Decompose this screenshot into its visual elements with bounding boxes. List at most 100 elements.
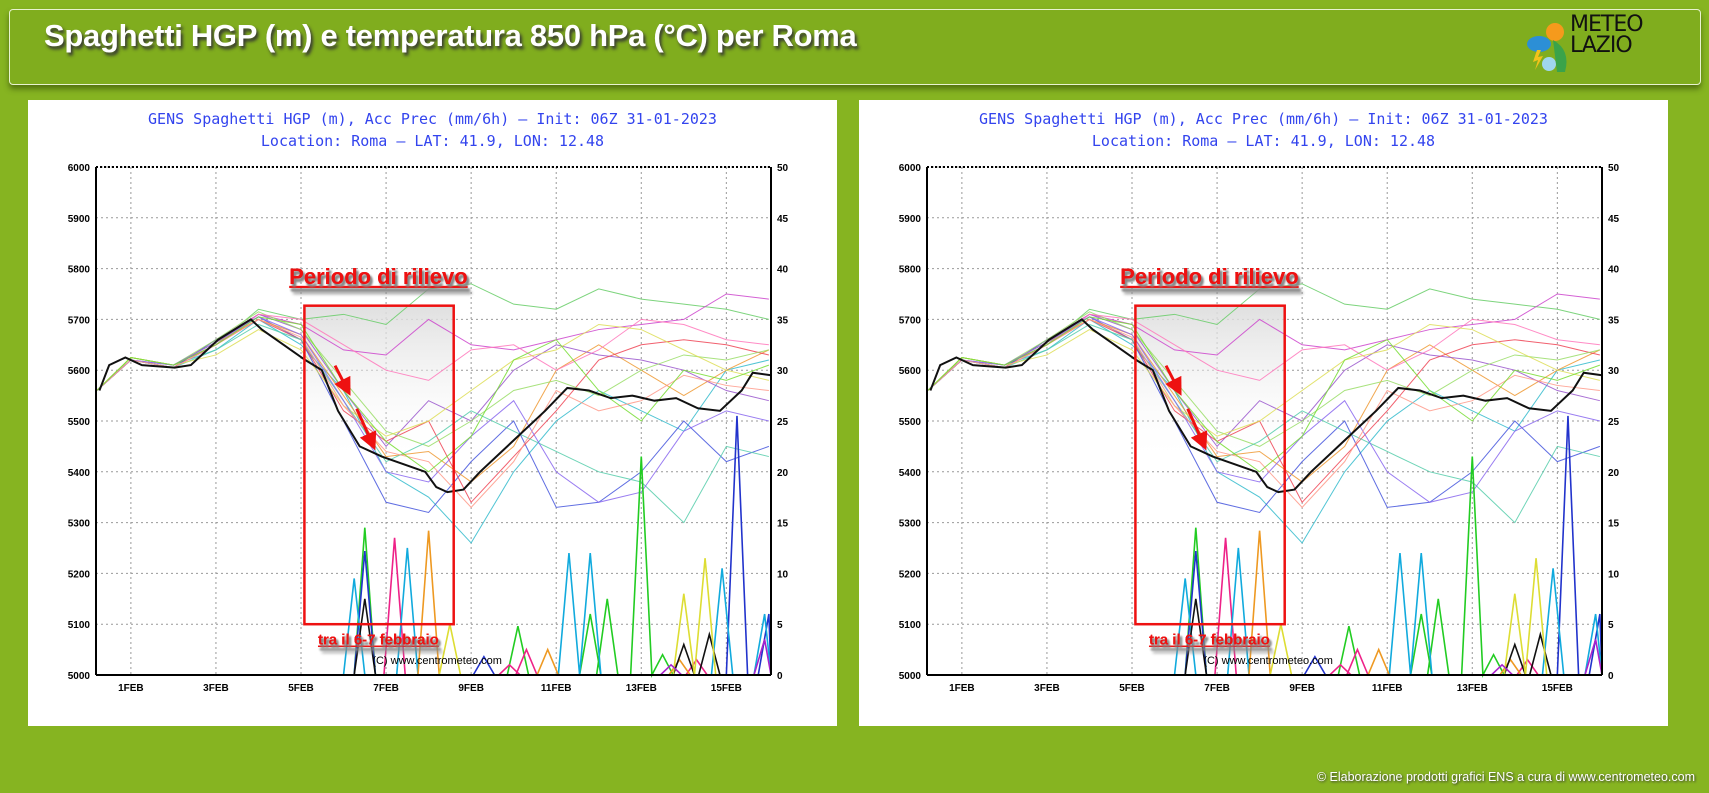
highlight-shading xyxy=(304,305,454,625)
chart-subtitle: Location: Roma – LAT: 41.9, LON: 12.48 xyxy=(261,132,604,150)
y2-tick-label: 25 xyxy=(777,417,789,428)
y2-tick-label: 40 xyxy=(777,265,789,276)
x-tick-label: 11FEB xyxy=(541,683,572,694)
trend-arrow xyxy=(1164,364,1182,396)
y-tick-label: 6000 xyxy=(899,163,922,174)
y2-tick-label: 50 xyxy=(777,163,789,174)
header-bar xyxy=(9,9,1701,85)
y-tick-label: 5200 xyxy=(899,569,922,580)
y2-tick-label: 20 xyxy=(777,468,789,479)
y2-tick-label: 35 xyxy=(1608,315,1620,326)
y2-tick-label: 40 xyxy=(1608,265,1620,276)
x-tick-label: 5FEB xyxy=(1119,683,1145,694)
y2-tick-label: 10 xyxy=(777,569,789,580)
footer-credit: © Elaborazione prodotti grafici ENS a cu… xyxy=(1316,770,1695,784)
y2-tick-label: 10 xyxy=(1608,569,1620,580)
highlight-label: Periodo di rilievo xyxy=(289,264,467,289)
highlight-box xyxy=(1134,304,1286,626)
precip-series-line xyxy=(96,530,771,676)
period-label: tra il 6-7 febbraio xyxy=(1149,632,1270,649)
y-tick-label: 5800 xyxy=(899,265,922,276)
ensemble-member-line xyxy=(96,316,770,513)
control-run-line xyxy=(98,318,772,494)
precip-series-line xyxy=(927,558,1602,676)
y-tick-label: 6000 xyxy=(68,163,91,174)
y-tick-label: 5900 xyxy=(68,214,91,225)
y-tick-label: 5500 xyxy=(68,417,91,428)
chart-panel-left: GENS Spaghetti HGP (m), Acc Prec (mm/6h)… xyxy=(28,100,837,726)
chart-panel-right: GENS Spaghetti HGP (m), Acc Prec (mm/6h)… xyxy=(859,100,1668,726)
control-run-line xyxy=(929,318,1603,494)
ensemble-member-line xyxy=(96,323,769,437)
chart-title: GENS Spaghetti HGP (m), Acc Prec (mm/6h)… xyxy=(148,110,717,128)
chart-subtitle: Location: Roma – LAT: 41.9, LON: 12.48 xyxy=(1092,132,1435,150)
y-tick-label: 5100 xyxy=(68,620,91,631)
y-tick-label: 5700 xyxy=(68,315,91,326)
x-tick-label: 1FEB xyxy=(949,683,975,694)
y-tick-label: 5400 xyxy=(68,468,91,479)
x-tick-label: 11FEB xyxy=(1372,683,1403,694)
trend-arrow xyxy=(333,364,351,396)
y-tick-label: 5300 xyxy=(899,519,922,530)
ensemble-member-line xyxy=(96,318,769,509)
x-tick-label: 5FEB xyxy=(288,683,314,694)
x-tick-label: 7FEB xyxy=(373,683,399,694)
logo-line2: LAZIO xyxy=(1570,33,1633,58)
x-tick-label: 1FEB xyxy=(118,683,144,694)
y-tick-label: 5000 xyxy=(68,671,91,682)
ensemble-member-line xyxy=(927,316,1601,473)
x-tick-label: 9FEB xyxy=(1289,683,1315,694)
y-tick-label: 5300 xyxy=(68,519,91,530)
x-tick-label: 9FEB xyxy=(458,683,484,694)
highlight-box xyxy=(303,304,455,626)
meteo-lazio-logo: METEO LAZIO xyxy=(1525,10,1665,80)
y2-tick-label: 45 xyxy=(777,214,789,225)
highlight-label: Periodo di rilievo xyxy=(1120,264,1298,289)
y-tick-label: 5600 xyxy=(68,366,91,377)
y2-tick-label: 15 xyxy=(1608,519,1620,530)
y2-tick-label: 5 xyxy=(1608,620,1614,631)
y2-tick-label: 0 xyxy=(777,671,783,682)
spaghetti-chart: GENS Spaghetti HGP (m), Acc Prec (mm/6h)… xyxy=(899,110,1620,694)
y-tick-label: 5200 xyxy=(68,569,91,580)
y-tick-label: 5500 xyxy=(899,417,922,428)
ensemble-member-line xyxy=(927,316,1600,503)
x-tick-label: 7FEB xyxy=(1204,683,1230,694)
highlight-shading xyxy=(1135,305,1285,625)
logo-line1: METEO xyxy=(1570,12,1644,37)
y2-tick-label: 0 xyxy=(1608,671,1614,682)
ensemble-member-line xyxy=(96,316,769,503)
y2-tick-label: 30 xyxy=(777,366,789,377)
ensemble-member-line xyxy=(927,311,1600,447)
ensemble-member-line xyxy=(927,323,1600,437)
period-label: tra il 6-7 febbraio xyxy=(318,632,439,649)
y-tick-label: 5900 xyxy=(899,214,922,225)
y-tick-label: 5600 xyxy=(899,366,922,377)
y2-tick-label: 15 xyxy=(777,519,789,530)
y-tick-label: 5700 xyxy=(899,315,922,326)
ensemble-member-line xyxy=(927,318,1600,509)
x-tick-label: 13FEB xyxy=(626,683,657,694)
watermark: (C) www.centrometeo.com xyxy=(372,655,502,667)
y2-tick-label: 50 xyxy=(1608,163,1620,174)
watermark: (C) www.centrometeo.com xyxy=(1203,655,1333,667)
weather-logo-icon xyxy=(1527,23,1567,72)
trend-arrow xyxy=(355,408,377,451)
precip-series-line xyxy=(96,558,771,676)
y-tick-label: 5400 xyxy=(899,468,922,479)
ensemble-member-line xyxy=(96,316,770,473)
y-tick-label: 5100 xyxy=(899,620,922,631)
x-tick-label: 3FEB xyxy=(203,683,229,694)
spaghetti-chart: GENS Spaghetti HGP (m), Acc Prec (mm/6h)… xyxy=(68,110,789,694)
precip-series-line xyxy=(927,530,1602,676)
y2-tick-label: 20 xyxy=(1608,468,1620,479)
y2-tick-label: 35 xyxy=(777,315,789,326)
y2-tick-label: 30 xyxy=(1608,366,1620,377)
y2-tick-label: 25 xyxy=(1608,417,1620,428)
y-tick-label: 5000 xyxy=(899,671,922,682)
page-title: Spaghetti HGP (m) e temperatura 850 hPa … xyxy=(44,18,857,53)
x-tick-label: 3FEB xyxy=(1034,683,1060,694)
x-tick-label: 13FEB xyxy=(1457,683,1488,694)
ensemble-member-line xyxy=(927,316,1601,513)
y2-tick-label: 45 xyxy=(1608,214,1620,225)
